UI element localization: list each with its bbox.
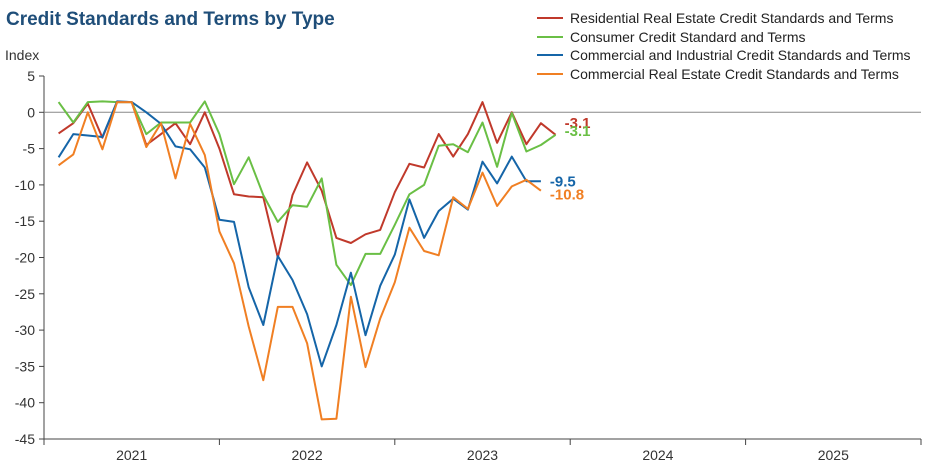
y-tick-label: -15 xyxy=(15,213,35,229)
y-tick-label: -20 xyxy=(15,250,35,266)
legend-item-consumer: Consumer Credit Standard and Terms xyxy=(537,28,911,47)
series-line-1 xyxy=(57,100,557,287)
y-tick-label: -10 xyxy=(15,177,35,193)
series-end-label-2: -9.5 xyxy=(550,173,576,190)
legend-label-residential: Residential Real Estate Credit Standards… xyxy=(570,10,894,27)
x-tick-label: 2022 xyxy=(292,447,323,463)
legend-swatch-consumer xyxy=(537,35,563,38)
x-tick-label: 2024 xyxy=(642,447,673,463)
y-tick-label: -35 xyxy=(15,358,35,374)
series-end-label-1: -3.1 xyxy=(565,123,591,140)
y-tick-label: -45 xyxy=(15,431,35,447)
legend-item-residential: Residential Real Estate Credit Standards… xyxy=(537,9,911,28)
y-tick-label: 0 xyxy=(27,104,35,120)
y-tick-label: -30 xyxy=(15,322,35,338)
x-tick-label: 2023 xyxy=(467,447,498,463)
legend-label-commercial-real-estate: Commercial Real Estate Credit Standards … xyxy=(570,65,899,82)
y-tick-label: -40 xyxy=(15,395,35,411)
chart-legend: Residential Real Estate Credit Standards… xyxy=(537,9,911,83)
legend-item-commercial-industrial: Commercial and Industrial Credit Standar… xyxy=(537,46,911,65)
y-axis-label: Index xyxy=(5,47,39,63)
legend-swatch-residential xyxy=(537,17,563,20)
series-end-label-0: -3.1 xyxy=(565,115,591,132)
legend-item-commercial-real-estate: Commercial Real Estate Credit Standards … xyxy=(537,65,911,84)
chart-title: Credit Standards and Terms by Type xyxy=(6,9,335,30)
legend-swatch-commercial-real-estate xyxy=(537,72,563,75)
series-line-3 xyxy=(58,101,542,421)
y-tick-label: 5 xyxy=(27,68,35,84)
series-end-label-3: -10.8 xyxy=(550,187,584,204)
x-tick-label: 2021 xyxy=(116,447,147,463)
y-tick-label: -5 xyxy=(23,141,36,157)
legend-label-consumer: Consumer Credit Standard and Terms xyxy=(570,28,806,45)
y-tick-label: -25 xyxy=(15,286,35,302)
legend-label-commercial-industrial: Commercial and Industrial Credit Standar… xyxy=(570,47,911,64)
legend-swatch-commercial-industrial xyxy=(537,54,563,57)
x-tick-label: 2025 xyxy=(818,447,849,463)
